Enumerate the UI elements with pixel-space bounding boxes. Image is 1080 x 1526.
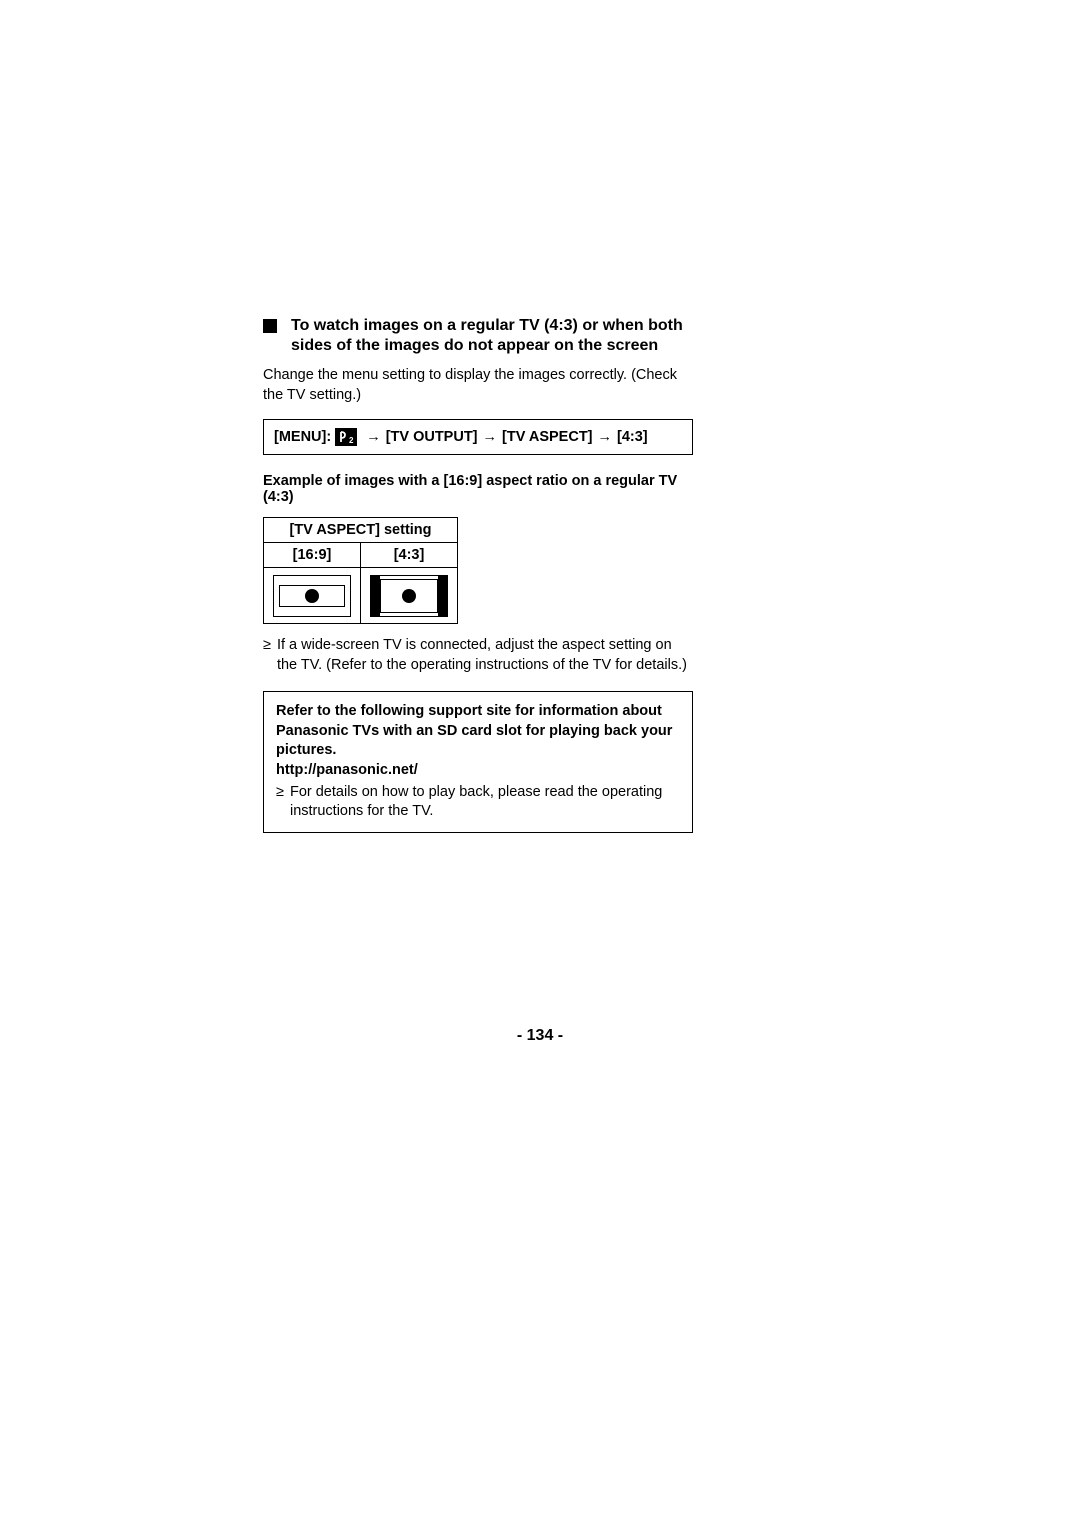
table-header: [TV ASPECT] setting xyxy=(264,518,458,543)
bullet-marker-icon: ≥ xyxy=(263,636,271,675)
tv-frame-letterbox-icon xyxy=(273,575,351,617)
table-image-16-9 xyxy=(264,568,361,624)
example-label: Example of images with a [16:9] aspect r… xyxy=(263,473,693,505)
setup-icon: 2 xyxy=(335,428,357,446)
note-list: ≥ If a wide-screen TV is connected, adju… xyxy=(263,636,693,675)
page-content: To watch images on a regular TV (4:3) or… xyxy=(263,316,693,833)
table-col-4-3: [4:3] xyxy=(361,543,458,568)
support-sub-text: For details on how to play back, please … xyxy=(290,783,680,822)
aspect-table: [TV ASPECT] setting [16:9] [4:3] xyxy=(263,517,458,624)
menu-step-3: [4:3] xyxy=(617,429,648,445)
heading-text: To watch images on a regular TV (4:3) or… xyxy=(291,316,693,356)
support-url: http://panasonic.net/ xyxy=(276,761,680,781)
svg-text:2: 2 xyxy=(349,436,354,445)
intro-text: Change the menu setting to display the i… xyxy=(263,366,693,405)
tv-frame-pillarbox-icon xyxy=(370,575,448,617)
bullet-marker-icon: ≥ xyxy=(276,783,284,822)
menu-label: [MENU]: xyxy=(274,429,331,445)
heading-bullet-icon xyxy=(263,319,277,333)
arrow-icon: → xyxy=(598,429,613,445)
menu-step-2: [TV ASPECT] xyxy=(502,429,593,445)
table-image-4-3 xyxy=(361,568,458,624)
support-box: Refer to the following support site for … xyxy=(263,691,693,832)
support-sub-item: ≥ For details on how to play back, pleas… xyxy=(276,783,680,822)
section-heading: To watch images on a regular TV (4:3) or… xyxy=(263,316,693,356)
note-text: If a wide-screen TV is connected, adjust… xyxy=(277,636,693,675)
menu-step-1: [TV OUTPUT] xyxy=(386,429,478,445)
table-col-16-9: [16:9] xyxy=(264,543,361,568)
menu-path-box: [MENU]: 2 → [TV OUTPUT] → [TV ASPECT] → … xyxy=(263,419,693,455)
page-number: - 134 - xyxy=(0,1027,1080,1045)
note-item: ≥ If a wide-screen TV is connected, adju… xyxy=(263,636,693,675)
arrow-icon: → xyxy=(366,429,381,445)
arrow-icon: → xyxy=(483,429,498,445)
support-text: Refer to the following support site for … xyxy=(276,702,680,761)
